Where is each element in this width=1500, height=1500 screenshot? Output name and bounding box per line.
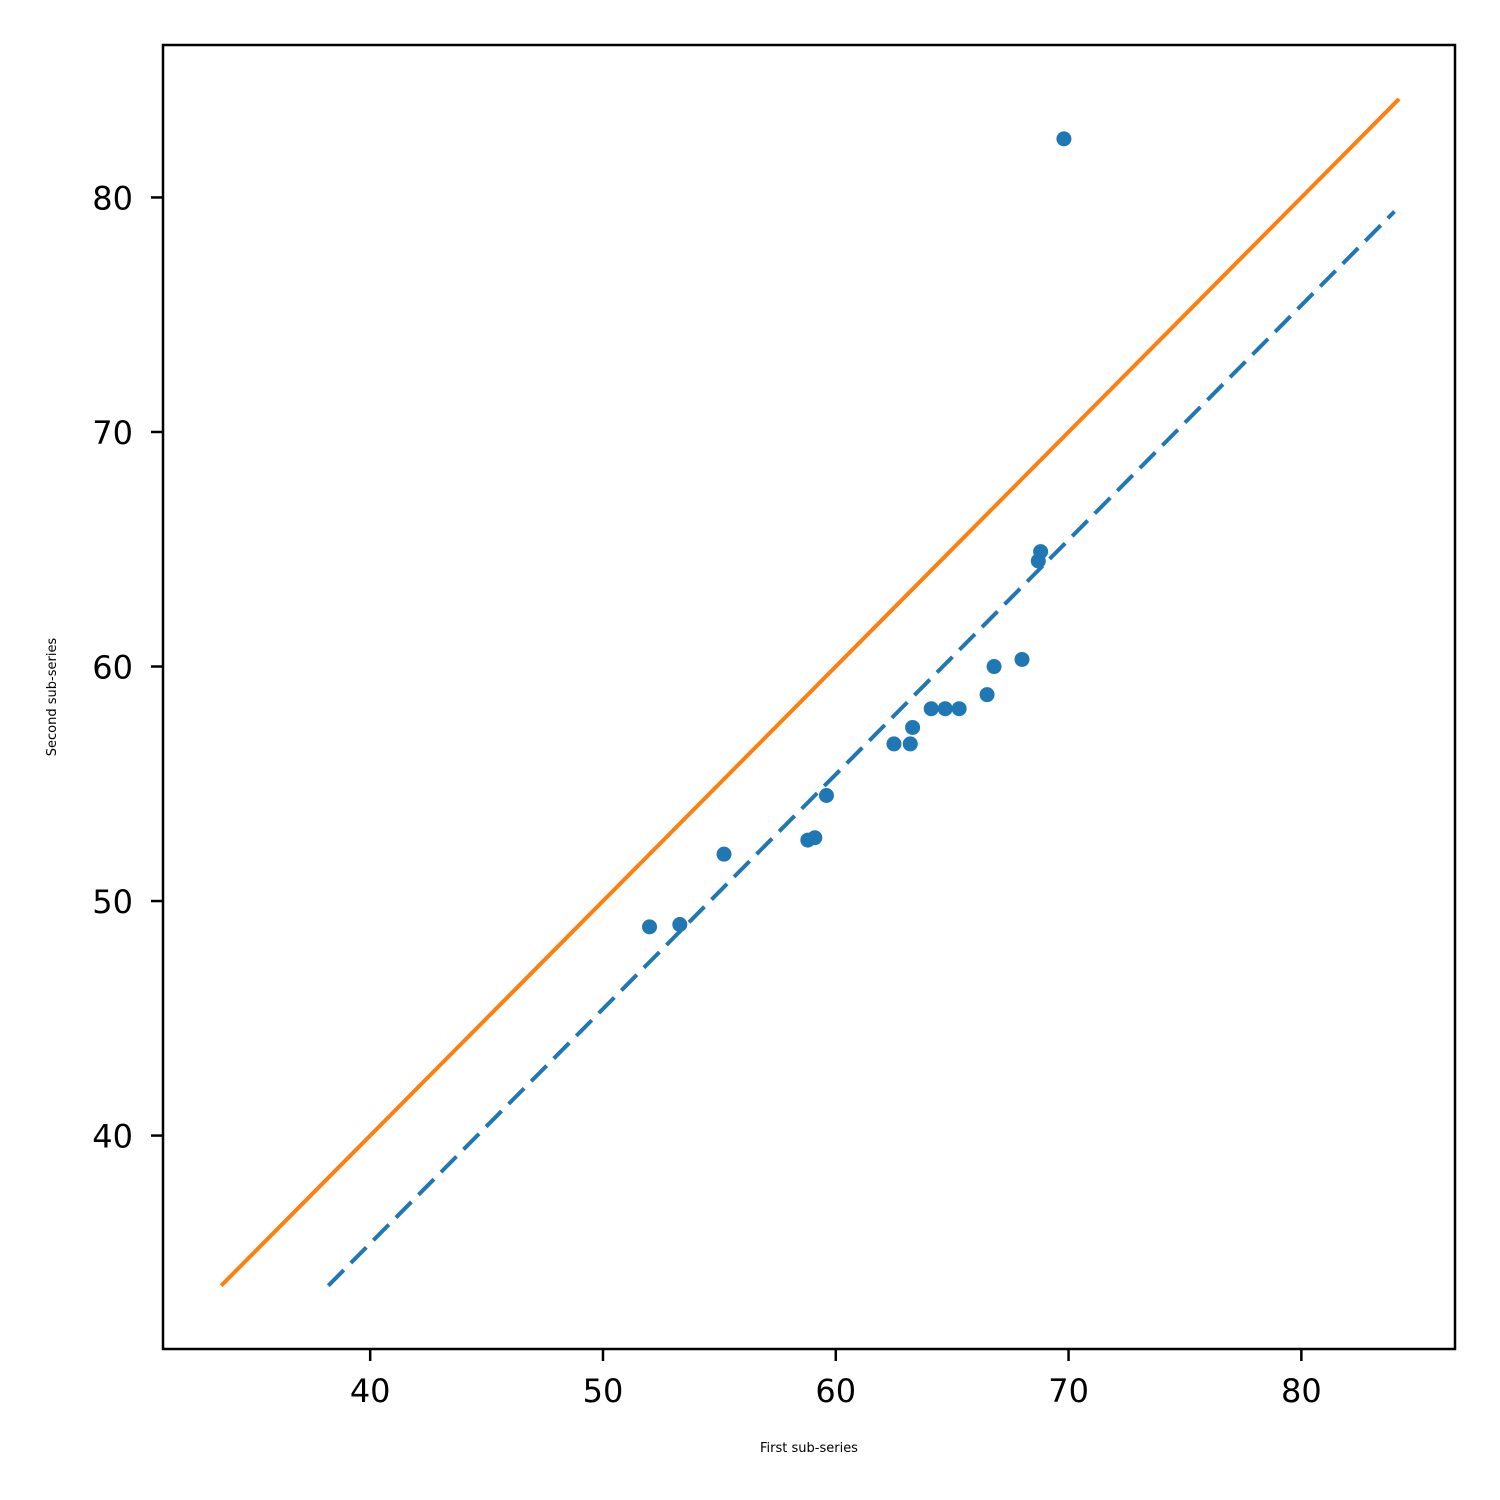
x-tick-label: 70 <box>1048 1372 1089 1410</box>
scatter-point <box>807 830 823 846</box>
scatter-point <box>951 701 967 717</box>
scatter-point <box>905 719 921 735</box>
scatter-point <box>1033 544 1049 560</box>
x-tick-label: 50 <box>583 1372 624 1410</box>
x-axis-label: First sub-series <box>760 1441 858 1456</box>
axes-frame <box>161 43 1457 1351</box>
scatter-point <box>886 736 902 752</box>
y-tick-label: 70 <box>92 414 133 452</box>
scatter-point <box>923 701 939 717</box>
scatter-point <box>902 736 918 752</box>
x-tick-label: 40 <box>350 1372 391 1410</box>
plot-area <box>219 97 1401 1288</box>
fit-line-dashed <box>326 210 1396 1288</box>
y-tick-label: 50 <box>92 883 133 921</box>
x-tick-label: 60 <box>815 1372 856 1410</box>
y-tick-label: 60 <box>92 649 133 687</box>
y-tick-label: 40 <box>92 1118 133 1156</box>
x-axis-ticks: 40 50 60 70 80 <box>350 1349 1322 1410</box>
scatter-point <box>642 919 658 935</box>
scatter-point <box>979 687 995 703</box>
scatter-point <box>672 916 688 932</box>
scatter-point <box>716 846 732 862</box>
y-axis-ticks: 40 50 60 70 80 <box>92 179 163 1156</box>
reference-line <box>219 97 1401 1288</box>
scatter-point <box>818 788 834 804</box>
scatter-point <box>1014 651 1030 667</box>
y-tick-label: 80 <box>92 179 133 217</box>
scatter-point <box>986 659 1002 675</box>
x-tick-label: 80 <box>1281 1372 1322 1410</box>
y-axis-label: Second sub-series <box>45 638 60 757</box>
scatter-point <box>937 701 953 717</box>
scatter-point <box>1056 131 1072 147</box>
